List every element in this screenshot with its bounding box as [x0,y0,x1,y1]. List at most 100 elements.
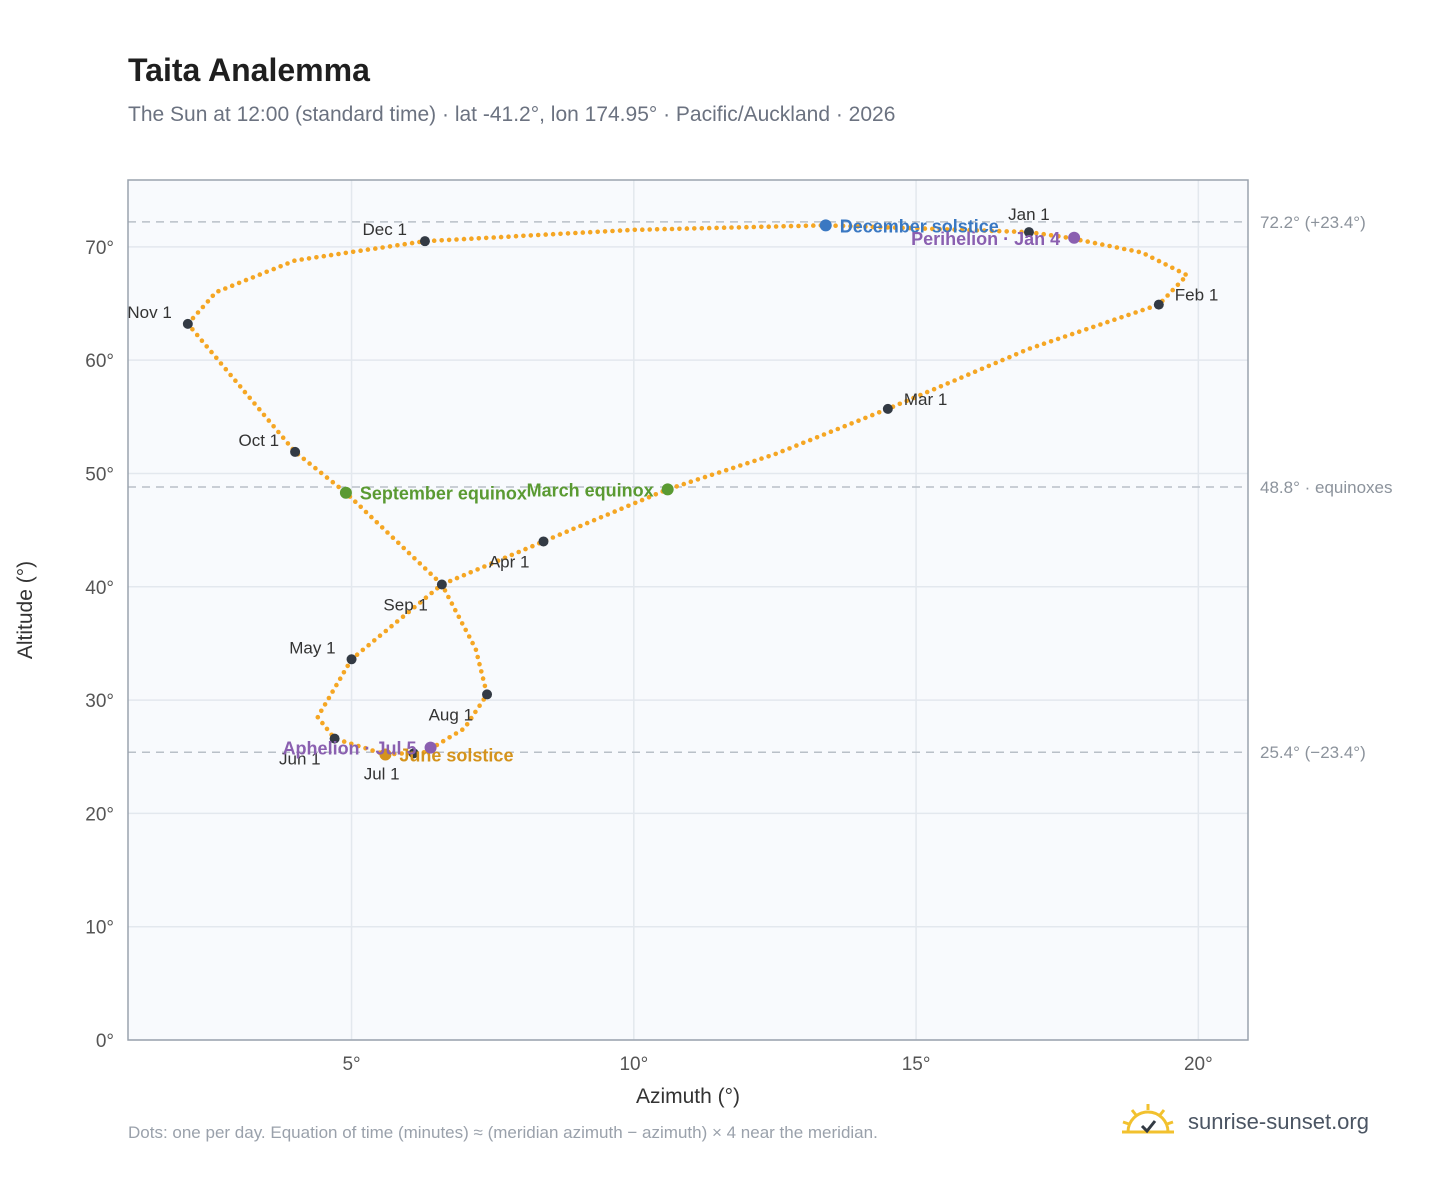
daily-sun-dot [285,441,291,446]
daily-sun-dot [647,227,652,232]
daily-sun-dot [447,578,453,584]
daily-sun-dot [781,224,786,229]
daily-sun-dot [907,225,913,231]
daily-sun-dot [307,461,312,466]
daily-sun-dot [794,443,799,448]
daily-sun-dot [709,472,715,478]
daily-sun-dot [915,226,920,231]
daily-sun-dot [716,470,722,475]
daily-sun-dot [578,523,583,529]
daily-sun-dot [918,392,923,398]
daily-sun-dot [365,247,371,252]
daily-sun-dot [662,226,667,232]
daily-sun-dot [528,233,534,238]
daily-sun-dot [318,470,324,476]
daily-sun-dot [489,561,494,566]
daily-sun-dot [535,232,541,238]
daily-sun-dot [379,525,385,530]
daily-sun-dot [1136,249,1142,255]
daily-sun-dot [261,412,267,418]
daily-sun-dot [195,310,201,315]
plot-frame [127,179,1249,1041]
daily-sun-dot [523,546,528,552]
event-marker-label: Perihelion · Jan 4 [911,229,1060,249]
daily-sun-dot [459,621,465,626]
y-tick-label: 70° [85,238,114,259]
daily-sun-dot [598,515,604,520]
daily-sun-dot [402,241,408,247]
daily-sun-dot [209,349,214,355]
daily-sun-dot [1176,268,1182,274]
daily-sun-dot [299,257,305,262]
daily-sun-dot [516,549,521,555]
daily-sun-dot [1165,293,1170,298]
daily-sun-dot [605,512,611,517]
daily-sun-dot [1063,235,1069,240]
daily-sun-dot [584,520,590,526]
daily-sun-dot [558,231,563,237]
daily-sun-dot [513,233,519,239]
chart-subtitle: The Sun at 12:00 (standard time) · lat -… [128,103,896,126]
daily-sun-dot [1091,324,1096,330]
daily-sun-dot [619,506,624,512]
daily-sun-dot [1069,331,1075,337]
daily-sun-dot [1119,315,1124,320]
chart-title: Taita Analemma [128,52,370,88]
daily-sun-dot [464,722,470,727]
daily-sun-dot [1013,352,1019,357]
x-tick-label: 15° [902,1054,931,1075]
month-marker [408,748,419,759]
daily-sun-dot [473,647,479,653]
daily-sun-dot [370,748,375,753]
daily-sun-dot [1055,336,1061,342]
daily-sun-dot [306,256,312,261]
brand[interactable]: sunrise-sunset.org [1120,1102,1369,1142]
daily-sun-dot [856,418,861,424]
x-tick-label: 5° [342,1054,360,1075]
daily-sun-dot [473,709,478,715]
daily-sun-dot [406,550,412,556]
daily-sun-dot [982,228,987,233]
daily-sun-dot [653,492,659,497]
daily-sun-dot [406,609,412,615]
daily-sun-dot [190,327,195,332]
daily-sun-dot [429,590,434,596]
daily-sun-dot [780,448,785,454]
daily-sun-dot [475,567,480,572]
daily-sun-dot [979,366,985,372]
daily-sun-dot [257,406,262,412]
daily-sun-dot [587,229,593,235]
y-tick-label: 0° [96,1031,114,1052]
daily-sun-dot [349,741,354,747]
daily-sun-dot [897,401,903,407]
month-marker-label: Feb 1 [1175,286,1218,305]
month-markers: Jan 1 Feb 1 Mar 1 Apr 1 May 1 Jun 1 Jul 1 Aug 1… [127,205,1218,783]
daily-sun-dot [320,720,325,726]
daily-sun-dot [223,286,228,291]
event-marker [379,748,392,761]
daily-sun-dot [223,366,229,372]
month-marker [182,318,193,329]
month-marker-label: Oct 1 [238,431,279,450]
daily-sun-dot [759,224,764,230]
daily-sun-dot [1163,262,1168,267]
daily-sun-dot [250,275,256,280]
daily-sun-dot [674,484,679,489]
daily-sun-dot [369,514,374,520]
daily-sun-dot [580,230,586,235]
daily-sun-dot [944,227,950,232]
daily-sun-dot [214,355,219,361]
event-marker [424,741,437,754]
daily-sun-dot [394,619,400,624]
daily-sun-dot [374,520,380,525]
event-marker-label: March equinox [527,480,654,500]
daily-sun-dot [278,264,283,269]
daily-sun-dot [373,246,378,251]
daily-sun-dot [389,623,394,629]
daily-sun-dot [892,225,898,230]
daily-sun-dot [904,398,909,404]
daily-sun-dot [821,432,827,437]
daily-sun-dot [1048,233,1054,238]
